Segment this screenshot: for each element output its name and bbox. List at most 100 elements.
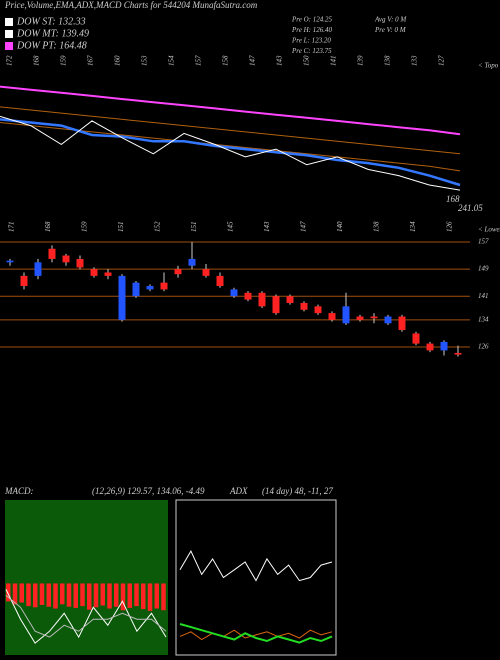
line: [179, 629, 333, 641]
candle-body: [118, 275, 126, 320]
macd-bar: [93, 583, 99, 608]
top-label: 138: [373, 221, 381, 232]
candle-body: [188, 258, 196, 266]
y-tick-label: 141: [478, 292, 489, 300]
top-label: 133: [411, 55, 419, 66]
macd-bar: [141, 583, 146, 610]
line: [5, 589, 167, 644]
adx-box: [175, 499, 337, 656]
candle-body: [48, 248, 56, 259]
top-label: 134: [409, 221, 417, 232]
right-label: 241.05: [458, 203, 483, 213]
legend-label: DOW ST: 132.33: [16, 16, 86, 27]
candle-body: [216, 275, 224, 287]
line: [0, 106, 461, 155]
top-label: 153: [141, 55, 149, 66]
line: [179, 623, 333, 644]
candle-body: [174, 269, 182, 275]
info: Pre O: 124.25: [291, 16, 332, 24]
macd-bar: [100, 583, 105, 606]
candle-body: [412, 333, 420, 344]
candle-body: [244, 292, 252, 300]
candle-body: [160, 282, 168, 290]
macd-label: MACD:: [4, 486, 34, 496]
candle-body: [90, 269, 98, 276]
top-label: 141: [330, 56, 338, 67]
candle-body: [202, 269, 210, 276]
macd-text: (12,26,9) 129.57, 134.06, -4.49: [92, 486, 205, 496]
macd-bar: [39, 583, 45, 605]
top-label: 171: [8, 222, 16, 233]
top-label: 150: [303, 55, 311, 66]
candle-body: [230, 289, 238, 297]
legend-label: DOW PT: 164.48: [16, 40, 87, 51]
macd-bar: [107, 583, 112, 609]
legend-label: DOW MT: 139.49: [16, 28, 89, 39]
line: [179, 550, 333, 582]
macd-bar: [127, 583, 132, 608]
info: Pre H: 126.40: [291, 26, 332, 34]
macd-bar: [73, 583, 78, 608]
y-tick-label: 149: [478, 265, 489, 273]
candle-body: [6, 260, 14, 263]
top-label: 126: [446, 221, 454, 232]
y-tick-label: 157: [478, 238, 489, 246]
line: [0, 115, 461, 191]
legend-swatch: [5, 42, 13, 50]
candle-body: [426, 343, 434, 351]
edge-label: < Topo: [478, 62, 499, 70]
macd-bar: [114, 583, 119, 607]
candle-body: [76, 258, 84, 268]
candle-body: [398, 316, 406, 331]
macd-bar: [6, 583, 11, 602]
line: [0, 85, 461, 136]
line: [0, 118, 461, 187]
top-label: 143: [276, 55, 284, 66]
legend-swatch: [5, 18, 13, 26]
macd-bar: [60, 583, 65, 605]
top-label: 172: [6, 55, 14, 66]
top-label: 154: [168, 55, 176, 66]
candle-body: [272, 296, 280, 314]
candle-body: [132, 282, 140, 297]
line: [5, 595, 167, 638]
y-tick-label: 134: [478, 316, 489, 324]
top-label: 151: [190, 222, 198, 233]
top-label: 127: [438, 55, 446, 66]
macd-bar: [33, 583, 38, 608]
top-label: 152: [154, 221, 162, 232]
macd-bar: [19, 583, 24, 603]
candle-body: [454, 352, 462, 355]
macd-bar: [46, 583, 51, 607]
macd-box: [5, 500, 168, 655]
right-label: 168: [446, 194, 460, 204]
candle-body: [440, 341, 448, 351]
candle-body: [20, 275, 28, 287]
top-label: 167: [87, 55, 95, 66]
candle-body: [62, 255, 70, 263]
top-label: 151: [117, 222, 125, 233]
macd-bar: [26, 583, 31, 607]
top-label: 147: [300, 221, 308, 232]
top-label: 158: [222, 55, 230, 66]
candle-body: [370, 316, 378, 319]
top-label: 140: [336, 221, 344, 232]
top-label: 157: [195, 55, 203, 66]
y-tick-label: 126: [478, 343, 489, 351]
top-label: 147: [249, 55, 257, 66]
candle-body: [384, 316, 392, 324]
top-label: 143: [263, 221, 271, 232]
candle-body: [146, 286, 154, 290]
macd-bar: [53, 583, 58, 609]
info: Pre L: 123.20: [291, 37, 331, 45]
macd-bar: [120, 583, 126, 611]
macd-bar: [12, 583, 18, 605]
top-label: 159: [60, 55, 68, 66]
edge-label: < Lowes: [478, 226, 500, 234]
macd-bar: [161, 583, 166, 611]
top-label: 138: [384, 55, 392, 66]
candle-body: [34, 262, 42, 276]
candle-body: [328, 313, 336, 320]
volume-info: Avg V: 0 M: [374, 16, 407, 24]
top-label: 159: [81, 221, 89, 232]
